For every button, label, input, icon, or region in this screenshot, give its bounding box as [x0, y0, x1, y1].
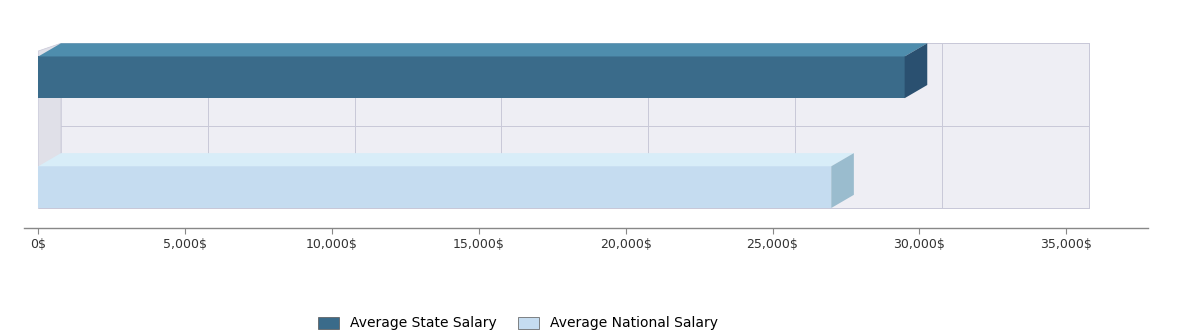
Polygon shape: [38, 43, 62, 208]
Polygon shape: [38, 43, 927, 57]
Polygon shape: [832, 153, 854, 208]
Polygon shape: [62, 43, 1088, 208]
Polygon shape: [38, 57, 905, 98]
Polygon shape: [38, 153, 854, 166]
Legend: Average State Salary, Average National Salary: Average State Salary, Average National S…: [311, 310, 725, 335]
Polygon shape: [905, 43, 927, 98]
Polygon shape: [38, 166, 832, 208]
